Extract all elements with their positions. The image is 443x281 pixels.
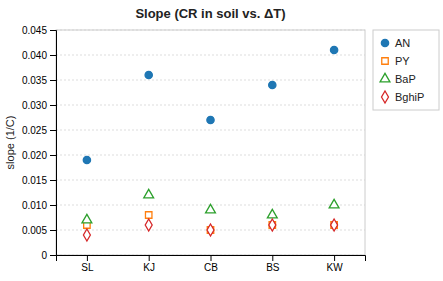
tick-mark	[149, 255, 150, 261]
tick-mark	[50, 255, 56, 256]
legend-frame	[373, 30, 439, 110]
point	[144, 189, 154, 198]
tick-label: 0.005	[22, 225, 47, 236]
point	[267, 209, 277, 218]
legend-symbol	[382, 58, 388, 64]
tick-mark	[87, 255, 88, 261]
y-axis-title: slope (1/C)	[4, 116, 16, 170]
legend-symbol	[380, 73, 390, 82]
point	[207, 224, 214, 236]
grid-line	[56, 105, 365, 106]
grid-line	[56, 130, 365, 131]
tick-mark	[50, 180, 56, 181]
tick-label: 0.045	[22, 25, 47, 36]
x-tick: CB	[204, 255, 218, 273]
tick-label: 0.025	[22, 125, 47, 136]
legend-symbol	[381, 39, 388, 46]
point	[269, 219, 276, 231]
x-tick: SL	[81, 255, 94, 273]
point	[269, 81, 276, 88]
legend-item: BaP	[380, 73, 416, 85]
tick-label: 0.035	[22, 75, 47, 86]
tick-label: KW	[327, 262, 344, 273]
x-axis: SL KJ CB BS KW	[57, 255, 366, 273]
y-tick: 0.015	[22, 175, 56, 186]
point	[145, 71, 152, 78]
legend-label: BaP	[395, 73, 416, 85]
tick-mark	[272, 255, 273, 261]
legend-item: BghiP	[382, 91, 425, 103]
point	[83, 156, 90, 163]
point	[330, 46, 337, 53]
point	[331, 219, 338, 231]
x-tick: BS	[266, 255, 280, 273]
tick-mark	[50, 230, 56, 231]
axis-line	[57, 256, 366, 262]
legend-symbol	[382, 91, 389, 103]
grid-line	[56, 55, 365, 56]
tick-mark	[50, 155, 56, 156]
grid-line	[56, 80, 365, 81]
grid	[56, 30, 365, 255]
point	[83, 229, 90, 241]
tick-label: SL	[81, 262, 94, 273]
y-tick: 0.040	[22, 50, 56, 61]
grid-line	[56, 180, 365, 181]
tick-label: CB	[204, 262, 218, 273]
series	[83, 46, 338, 163]
tick-label: KJ	[143, 262, 155, 273]
tick-label: 0.015	[22, 175, 47, 186]
tick-label: BS	[266, 262, 280, 273]
y-tick: 0.020	[22, 150, 56, 161]
y-tick: 0.035	[22, 75, 56, 86]
point	[206, 204, 216, 213]
tick-label: 0.030	[22, 100, 47, 111]
tick-label: 0.040	[22, 50, 47, 61]
tick-label: 0.010	[22, 200, 47, 211]
legend-label: BghiP	[395, 91, 424, 103]
chart: 0 0.005 0.010 0.015 0.020 0.025 0.030 0.035 0.04…	[0, 0, 443, 281]
point	[207, 116, 214, 123]
series	[82, 189, 339, 223]
plot-frame	[56, 30, 365, 255]
point	[145, 219, 152, 231]
x-tick: KJ	[143, 255, 155, 273]
tick-mark	[50, 80, 56, 81]
legend-item: PY	[382, 55, 411, 67]
y-tick: 0.030	[22, 100, 56, 111]
point	[145, 212, 151, 218]
tick-mark	[50, 30, 56, 31]
y-tick: 0.045	[22, 25, 56, 36]
y-tick: 0.025	[22, 125, 56, 136]
x-tick: KW	[327, 255, 344, 273]
legend-item: AN	[381, 37, 410, 49]
tick-mark	[50, 55, 56, 56]
y-tick: 0	[41, 250, 56, 261]
tick-mark	[334, 255, 335, 261]
y-tick: 0.010	[22, 200, 56, 211]
series	[83, 219, 337, 241]
y-tick: 0.005	[22, 225, 56, 236]
marks	[82, 46, 339, 241]
tick-mark	[50, 205, 56, 206]
tick-mark	[50, 105, 56, 106]
point	[329, 199, 339, 208]
legend: AN PY BaP BghiP	[373, 30, 439, 110]
y-axis: 0 0.005 0.010 0.015 0.020 0.025 0.030 0.035 0.04…	[22, 25, 57, 261]
point	[82, 214, 92, 223]
tick-label: 0.020	[22, 150, 47, 161]
tick-mark	[50, 130, 56, 131]
legend-label: PY	[395, 55, 410, 67]
tick-label: 0	[41, 250, 47, 261]
grid-line	[56, 155, 365, 156]
legend-label: AN	[395, 37, 410, 49]
axis-line	[50, 31, 57, 256]
tick-mark	[211, 255, 212, 261]
title: Slope (CR in soil vs. ΔT)	[135, 6, 285, 21]
plot: 0 0.005 0.010 0.015 0.020 0.025 0.030 0.035 0.04…	[22, 25, 366, 273]
